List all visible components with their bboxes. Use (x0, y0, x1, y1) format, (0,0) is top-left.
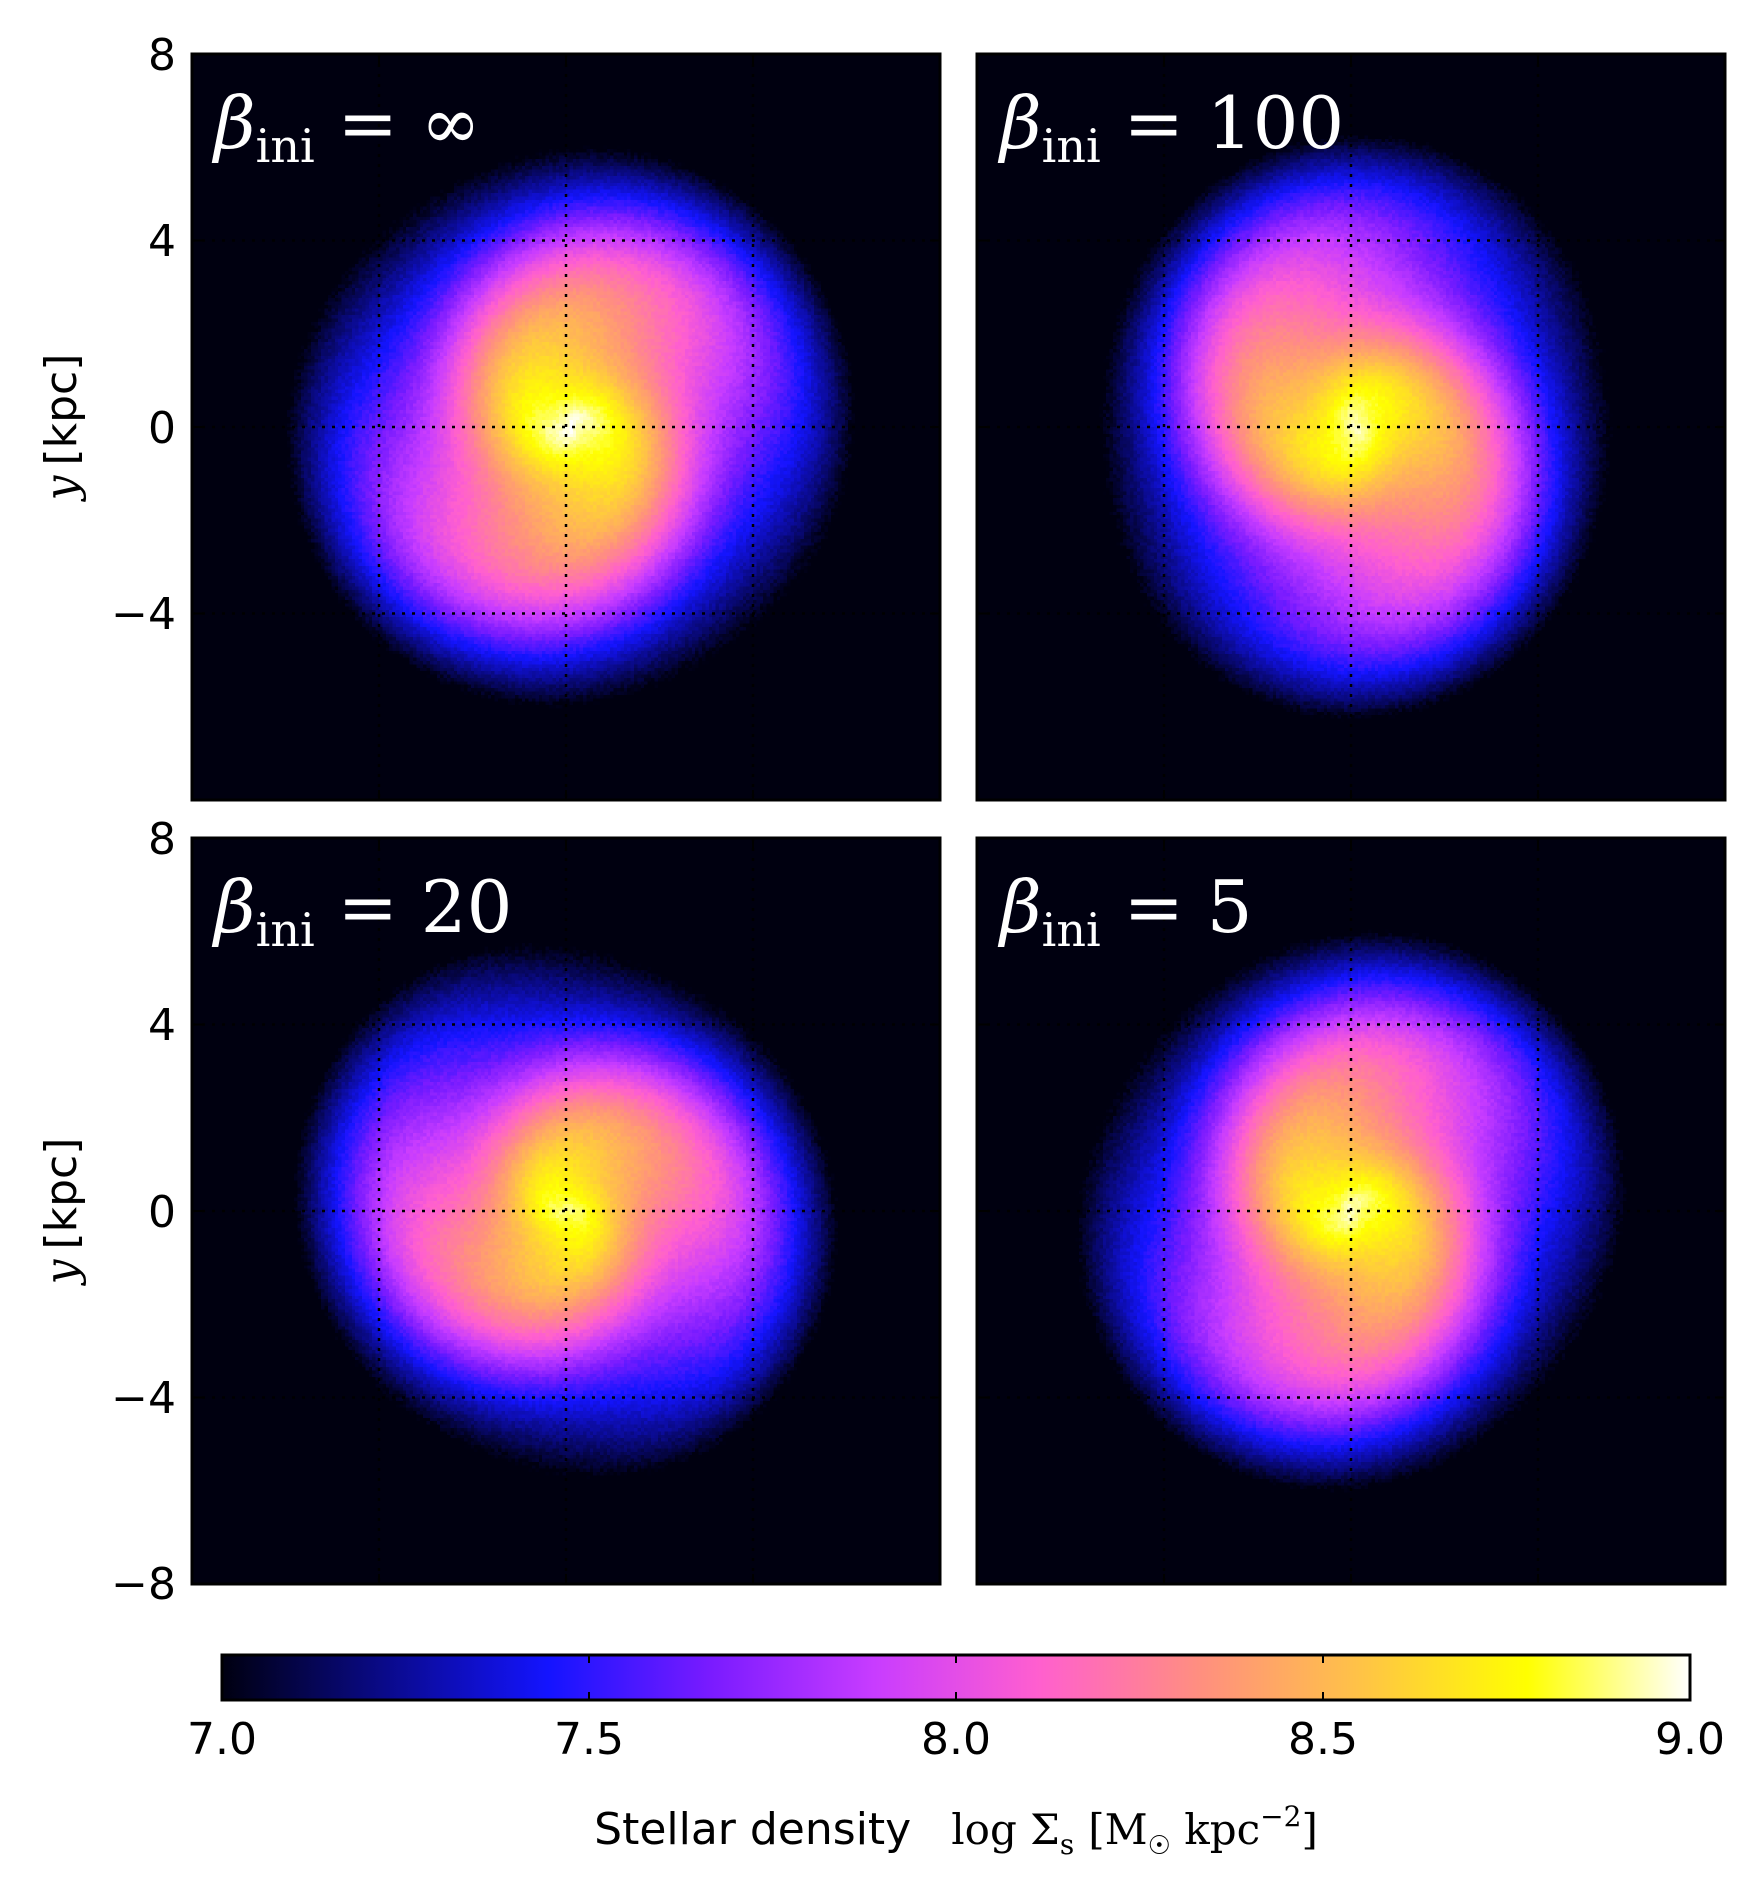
panel-beta-20: βini = 20 8 4 0 −4 −8 y[kpc] (36, 814, 942, 1610)
panel-beta-100: βini = 100 (975, 52, 1727, 802)
colorbar-tick-labels: 7.0 7.5 8.0 8.5 9.0 (187, 1714, 1725, 1765)
grid-lines (192, 54, 940, 800)
y-tick-label: 8 (148, 30, 176, 81)
y-tick-label: −4 (111, 1373, 176, 1424)
colorbar-tick-label: 9.0 (1655, 1714, 1725, 1765)
colorbar-tick-label: 8.0 (921, 1714, 991, 1765)
grid-lines (977, 54, 1725, 800)
y-tick-label: 0 (148, 1187, 176, 1238)
colorbar-label: Stellar density log Σs [M☉ kpc−2] (594, 1800, 1318, 1861)
y-tick-label: −8 (111, 1559, 176, 1610)
y-axis-label: y[kpc] (36, 354, 87, 503)
y-tick-labels: 8 4 0 −4 −8 (111, 814, 176, 1610)
tick-marks (976, 53, 1726, 801)
panel-beta-infinity: βini = ∞ 8 4 0 −4 y[kpc] (36, 30, 942, 802)
y-axis-label: y[kpc] (36, 1138, 87, 1287)
colorbar-tick-label: 7.5 (554, 1714, 624, 1765)
colorbar-tick-label: 7.0 (187, 1714, 257, 1765)
y-tick-label: 4 (148, 216, 176, 267)
panel-beta-5: βini = 5 (975, 836, 1727, 1586)
y-tick-label: 0 (148, 403, 176, 454)
y-tick-label: −4 (111, 589, 176, 640)
y-tick-label: 8 (148, 814, 176, 865)
tick-marks (976, 837, 1726, 1585)
colorbar-tick-label: 8.5 (1288, 1714, 1358, 1765)
panel-label: βini = 100 (997, 81, 1344, 173)
grid-lines (977, 838, 1725, 1584)
panel-label: βini = 20 (211, 865, 512, 957)
colorbar: 7.0 7.5 8.0 8.5 9.0 Stellar density log Σ… (187, 1653, 1725, 1861)
tick-marks (191, 837, 941, 1585)
y-tick-labels: 8 4 0 −4 (111, 30, 176, 640)
panel-label: βini = ∞ (211, 81, 481, 173)
panel-label: βini = 5 (997, 865, 1253, 957)
colorbar-ticks (221, 1655, 1691, 1700)
y-tick-label: 4 (148, 1000, 176, 1051)
grid-lines (192, 838, 940, 1584)
tick-marks (191, 53, 941, 801)
